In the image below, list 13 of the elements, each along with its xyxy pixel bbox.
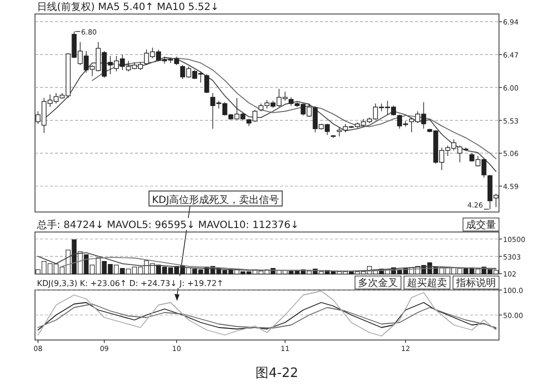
line-series	[62, 256, 496, 272]
text: KDJ(9,3,3) K: +23.06↑ D: +24.73↓ J: +19.72↑	[37, 279, 224, 288]
line-series	[92, 58, 496, 160]
line-series	[38, 290, 496, 336]
caption: 图4-22	[256, 366, 298, 381]
text: 日线(前复权) MA5 5.40↑ MA10 5.52↓	[37, 1, 219, 13]
annotation: KDJ高位形成死叉，卖出信号	[152, 194, 280, 206]
candlestick	[204, 74, 210, 94]
text: 总手: 84724↓ MAVOL5: 96595↓ MAVOL10: 112376↓	[36, 219, 299, 231]
text: 超买超卖	[407, 277, 447, 289]
text: 多次金叉	[358, 277, 398, 289]
text: 指标说明	[455, 277, 496, 289]
text: 成交量	[466, 219, 496, 231]
